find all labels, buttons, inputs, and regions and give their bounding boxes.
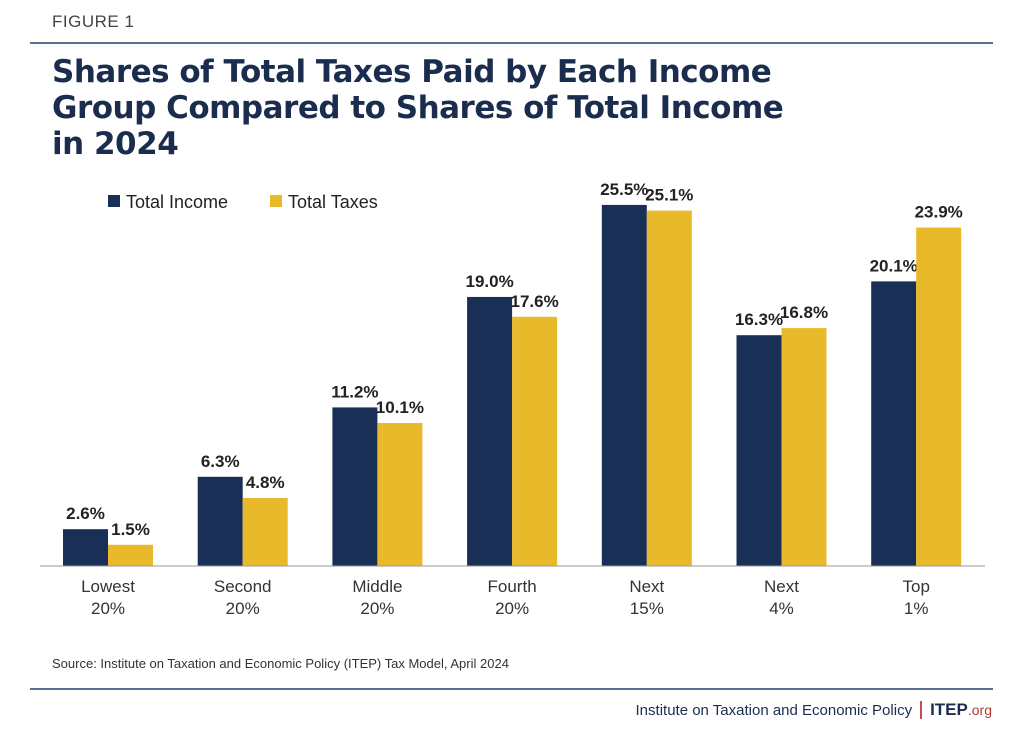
x-tick-label: Lowest [81,577,135,596]
legend-swatch [270,195,282,207]
bar-total-income [332,407,378,566]
x-tick-label: 4% [769,599,794,618]
x-tick-label: 20% [91,599,125,618]
bar-total-income [467,296,513,566]
footer-separator [920,701,923,719]
bottom-divider [30,688,993,690]
data-label: 16.8% [780,303,828,322]
top-divider [30,42,993,44]
org-name: Institute on Taxation and Economic Polic… [635,701,913,719]
data-label: 1.5% [111,520,150,539]
bar-total-taxes [512,316,558,566]
data-label: 25.5% [600,180,648,199]
data-label: 17.6% [510,292,558,311]
bar-total-income [197,476,243,566]
figure-label: FIGURE 1 [52,12,135,31]
bar-total-income [63,529,108,566]
data-label: 20.1% [870,256,918,275]
x-tick-label: Fourth [488,577,537,596]
x-tick-label: Next [629,577,664,596]
bar-total-taxes [108,544,153,566]
data-label: 16.3% [735,310,783,329]
data-label: 23.9% [915,203,963,222]
legend-label: Total Taxes [288,192,378,212]
x-tick-label: Next [764,577,799,596]
bar-total-taxes [377,422,423,566]
title-text: Shares of Total Taxes Paid by Each Incom… [52,54,784,162]
bar-total-income [871,281,917,566]
footer: Institute on Taxation and Economic Polic… [636,700,992,720]
bar-total-income [736,335,782,566]
data-label: 19.0% [465,272,513,291]
chart-title: Shares of Total Taxes Paid by Each Incom… [52,54,812,162]
x-tick-label: 20% [495,599,529,618]
bar-total-taxes [646,210,692,567]
bar-total-income [601,204,647,567]
legend-swatch [108,195,120,207]
data-label: 11.2% [331,382,378,401]
source-note: Source: Institute on Taxation and Econom… [52,656,509,671]
legend-label: Total Income [126,192,228,212]
data-label: 10.1% [376,398,424,417]
data-label: 6.3% [201,452,240,471]
data-label: 2.6% [66,504,105,523]
x-tick-label: Middle [352,577,402,596]
itep-logo[interactable]: ITEP.org [930,700,992,719]
bar-total-taxes [916,227,962,567]
x-tick-label: 15% [630,599,664,618]
bar-total-taxes [242,498,288,566]
x-tick-label: Second [214,577,272,596]
x-tick-label: 20% [360,599,394,618]
data-label: 4.8% [246,473,285,492]
data-label: 25.1% [645,186,693,205]
bar-total-taxes [781,328,827,566]
x-tick-label: 20% [226,599,260,618]
x-tick-label: Top [902,577,929,596]
x-tick-label: 1% [904,599,929,618]
